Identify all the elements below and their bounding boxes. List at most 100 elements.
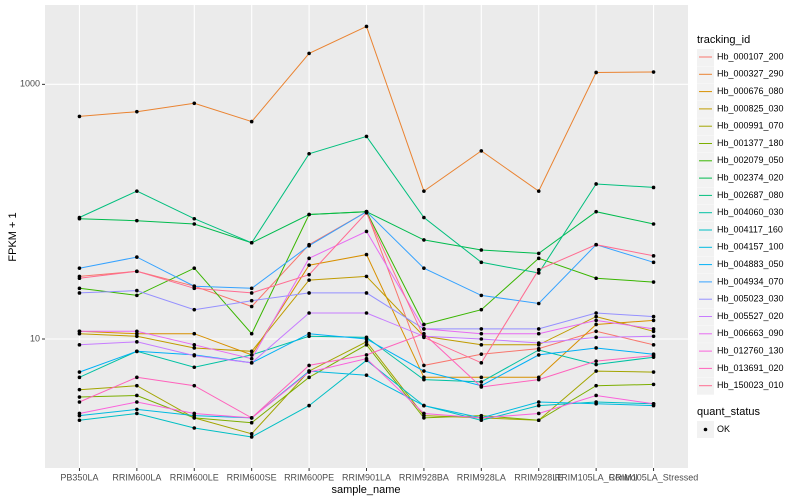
data-point [364,337,369,341]
data-point [422,189,426,193]
data-point [364,373,369,377]
legend-label: Hb_150023_010 [717,380,784,390]
data-point [594,314,598,319]
data-point [364,356,369,361]
legend-label: Hb_000327_290 [717,69,784,79]
data-point [479,293,484,298]
x-tick-label: RRIM928LE [514,472,563,482]
data-point [364,343,369,347]
data-point [594,362,598,367]
data-point [135,189,139,193]
data-point [77,400,82,404]
data-point [192,343,197,347]
legend-label: Hb_005527_020 [717,311,784,321]
data-point [651,280,656,284]
data-point [192,411,197,416]
data-point [651,353,656,358]
data-point [249,432,254,436]
data-point [77,411,82,416]
data-point [594,311,598,315]
data-point [307,243,311,248]
data-point [135,340,139,344]
data-point [249,304,254,309]
data-point [479,385,484,389]
data-point [249,331,254,336]
legend-label: Hb_013691_020 [717,363,784,373]
data-point [307,212,311,217]
data-point [307,291,311,295]
data-point [364,252,369,257]
data-point [594,335,598,340]
legend-label: Hb_004934_070 [717,276,784,286]
data-point [364,353,369,357]
data-point [422,411,426,416]
data-point [422,377,426,382]
data-point [651,327,656,331]
data-point [536,301,541,306]
data-point [422,331,426,336]
data-point [249,286,254,291]
x-axis-title: sample_name [331,484,400,496]
data-point [651,185,656,190]
data-point [536,418,541,423]
data-point [135,349,139,354]
x-tick-label: RRIM928BA [399,472,449,482]
data-point [651,343,656,347]
data-point [422,327,426,331]
data-point [192,266,197,270]
data-point [651,401,656,406]
data-point [249,361,254,365]
data-point [651,70,656,74]
data-point [422,403,426,408]
data-point [192,353,197,358]
data-point [77,276,82,281]
x-tick-label: PB350LA [60,472,98,482]
data-point [364,134,369,139]
data-point [307,334,311,339]
data-point [307,331,311,336]
data-point [479,248,484,252]
legend-label: Hb_002079_050 [717,155,784,165]
data-point [536,411,541,416]
data-point [307,51,311,56]
data-point [479,361,484,365]
y-tick-label: 10 [30,333,40,343]
data-point [307,403,311,408]
x-tick-label: RRIM105LA_Stressed [609,472,699,482]
legend-label: Hb_005023_030 [717,294,784,304]
data-point [536,256,541,261]
data-point [135,269,139,274]
data-point [192,286,197,291]
data-point [364,210,369,215]
x-tick-label: RRIM105LA_Control [555,472,638,482]
data-point [651,370,656,374]
data-point [192,383,197,388]
legend-label: Hb_004883_050 [717,259,784,269]
data-point [364,24,369,29]
data-point [594,209,598,214]
data-point [594,369,598,373]
data-point [135,411,139,416]
data-point [536,341,541,345]
data-point [651,222,656,226]
data-point [307,363,311,368]
data-point [536,403,541,408]
data-point [135,334,139,339]
x-tick-label: RRIM901LA [342,472,391,482]
data-point [77,343,82,347]
data-point [249,353,254,357]
data-point [249,119,254,124]
data-point [192,426,197,430]
legend-label: Hb_002374_020 [717,172,784,182]
data-point [249,356,254,361]
data-point [364,311,369,315]
data-point [536,267,541,272]
data-point [77,395,82,399]
data-point [594,393,598,398]
data-point [307,375,311,380]
data-point [422,238,426,242]
data-point [307,278,311,282]
data-point [249,416,254,420]
data-point [135,329,139,334]
data-point [651,334,656,339]
